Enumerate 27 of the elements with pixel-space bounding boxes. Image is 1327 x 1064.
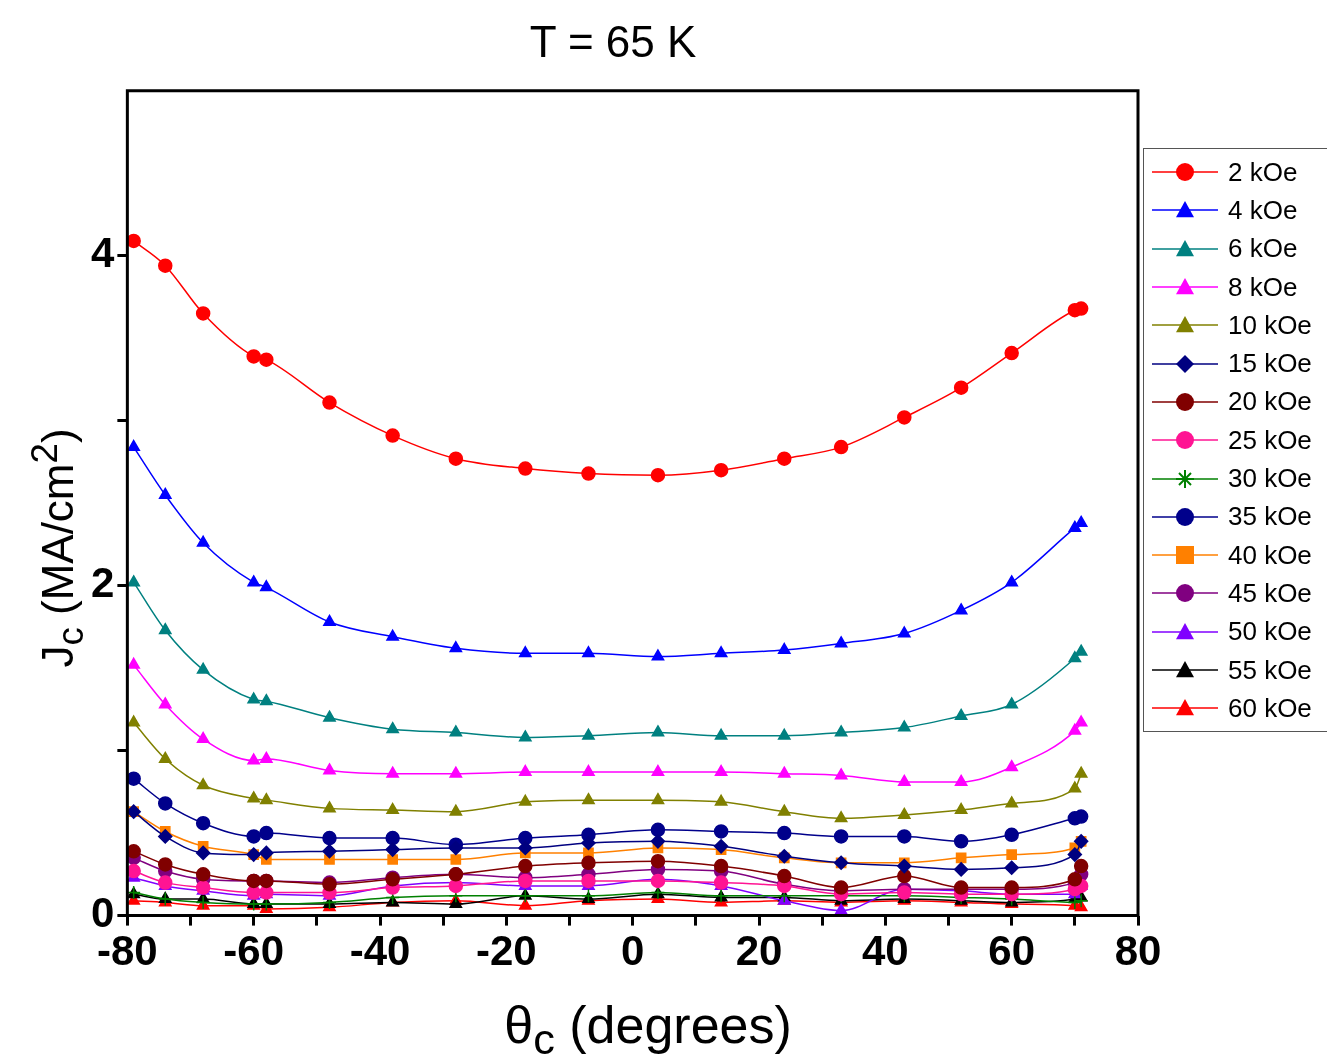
legend-label: 4 kOe — [1228, 194, 1298, 226]
legend-label: 15 kOe — [1228, 348, 1312, 380]
x-tick-label: 60 — [988, 927, 1036, 975]
x-tick-label: 80 — [1114, 927, 1162, 975]
x-tick-label: 20 — [735, 927, 783, 975]
y-tick-label: 2 — [91, 559, 115, 607]
legend-label: 50 kOe — [1228, 616, 1312, 648]
y-tick-label: 4 — [91, 229, 115, 277]
legend-label: 6 kOe — [1228, 233, 1298, 265]
x-tick-label: -20 — [476, 927, 537, 975]
legend-label: 8 kOe — [1228, 271, 1298, 303]
x-tick-label: 0 — [621, 927, 645, 975]
legend-label: 30 kOe — [1228, 463, 1312, 495]
legend-label: 40 kOe — [1228, 539, 1312, 571]
legend-label: 35 kOe — [1228, 501, 1312, 533]
legend-label: 60 kOe — [1228, 692, 1312, 724]
legend-label: 10 kOe — [1228, 309, 1312, 341]
legend-label: 45 kOe — [1228, 577, 1312, 609]
legend-label: 20 kOe — [1228, 386, 1312, 418]
x-tick-label: -40 — [349, 927, 411, 975]
x-tick-label: 40 — [861, 927, 909, 975]
x-axis-title: θ$_{c}$ (degrees) — [503, 994, 793, 1064]
chart-title: T = 65 K — [529, 16, 697, 66]
legend-label: 2 kOe — [1228, 156, 1298, 188]
x-tick-label: -60 — [223, 927, 285, 975]
legend-label: 55 kOe — [1228, 654, 1312, 686]
legend-label: 25 kOe — [1228, 424, 1312, 456]
